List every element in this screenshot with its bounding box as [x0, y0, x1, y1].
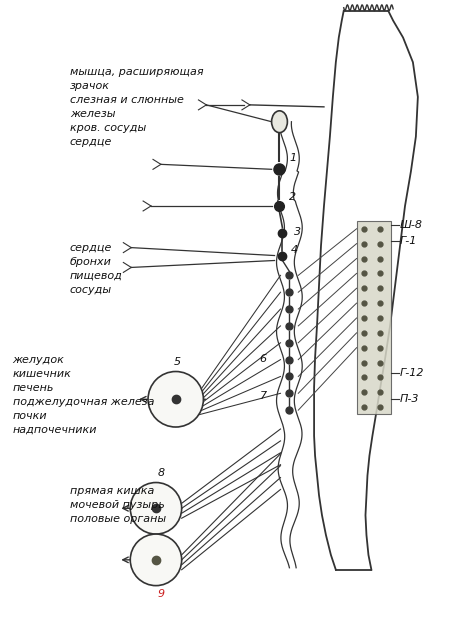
FancyBboxPatch shape: [356, 221, 391, 414]
Text: сердце
бронхи
пищевод
сосуды: сердце бронхи пищевод сосуды: [70, 242, 123, 294]
Text: мышца, расширяющая
зрачок
слезная и слюнные
железы
кров. сосуды
сердце: мышца, расширяющая зрачок слезная и слюн…: [70, 67, 204, 147]
Text: прямая кишка
мочевой пузырь
половые органы: прямая кишка мочевой пузырь половые орга…: [70, 486, 166, 523]
Circle shape: [130, 534, 182, 586]
Text: П-3: П-3: [400, 394, 419, 404]
Text: 2: 2: [290, 192, 297, 202]
Circle shape: [130, 482, 182, 534]
Text: 9: 9: [157, 589, 164, 599]
Text: 7: 7: [260, 391, 267, 401]
Text: Г-1: Г-1: [400, 235, 418, 246]
Text: Ш-8: Ш-8: [400, 220, 423, 230]
Text: 1: 1: [290, 153, 297, 163]
Text: Г-12: Г-12: [400, 368, 425, 377]
Text: 8: 8: [157, 468, 164, 477]
Text: 5: 5: [174, 356, 181, 367]
Text: желудок
кишечник
печень
поджелудочная железа
почки
надпочечники: желудок кишечник печень поджелудочная же…: [13, 354, 154, 435]
Text: 6: 6: [260, 354, 267, 363]
Text: 3: 3: [294, 227, 301, 237]
Circle shape: [148, 372, 203, 427]
Ellipse shape: [272, 111, 287, 133]
Text: 4: 4: [291, 244, 298, 254]
